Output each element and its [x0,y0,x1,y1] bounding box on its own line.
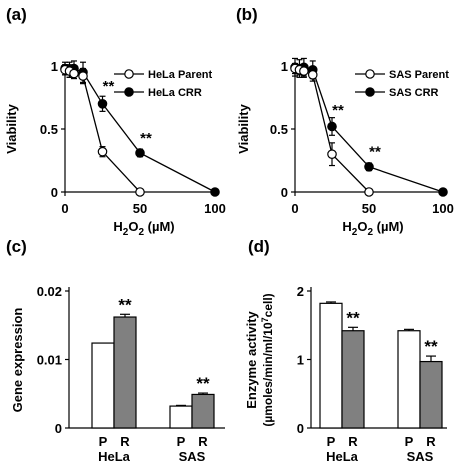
panel-label: (a) [6,5,27,24]
bar [419,360,443,429]
x-axis-label-part: H [113,219,122,234]
group-label: SAS [179,449,206,464]
x-axis-label: H2O2 (µM) [113,219,174,238]
data-point [364,162,374,172]
y-axis-label-part: (µmoles/min/ml/10 [261,322,275,427]
data-point [299,66,309,76]
legend-label: SAS Parent [389,69,449,81]
bar [341,330,365,429]
y-tick-label: 0.02 [37,284,62,299]
panel-label: (d) [248,237,270,256]
bar-label: P [99,434,108,449]
data-point [327,149,337,159]
y-tick-label: 2 [297,284,304,299]
x-axis-label-part: 2 [138,227,144,238]
y-axis-label-part: cell) [261,293,275,317]
data-point [78,71,88,81]
y-axis-label-line1: Enzyme activity [244,310,259,408]
bar-label: P [177,434,186,449]
legend-marker [124,87,134,97]
bar [191,393,215,429]
significance-label: ** [424,337,438,356]
data-point [97,99,108,109]
data-point [97,146,108,157]
y-tick-label: 0.5 [270,122,288,137]
group-label: HeLa [98,449,131,464]
bar [397,330,421,429]
significance-label: ** [332,102,344,119]
x-tick-label: 100 [204,201,226,216]
significance-label: ** [140,130,152,147]
y-axis-label: Viability [236,103,251,153]
legend-marker [124,69,134,79]
x-axis-label-part: O [128,219,138,234]
y-axis-label-line2: (µmoles/min/ml/107cell) [260,293,275,426]
bar-label: R [198,434,208,449]
bar [169,405,193,429]
legend-label: SAS CRR [389,87,439,99]
data-point [307,70,318,80]
significance-label: ** [118,295,132,314]
x-axis-label-part: 2 [123,227,129,238]
bar-label: R [426,434,436,449]
y-axis-label-part: 7 [260,317,270,322]
bar [91,342,115,429]
x-axis-label-part: H [342,219,351,234]
y-axis-label: Gene expression [10,308,25,413]
data-point [364,187,374,197]
x-axis-label-part: 2 [352,227,358,238]
x-axis-label-part: O [357,219,367,234]
y-tick-label: 0 [51,185,58,200]
y-tick-label: 0.01 [37,353,62,368]
legend-marker [365,69,375,79]
data-point [135,148,145,158]
group-label: HeLa [326,449,359,464]
bar-label: R [120,434,130,449]
x-tick-label: 0 [61,201,68,216]
x-tick-label: 50 [362,201,376,216]
data-point [69,68,79,79]
series-line [294,66,444,193]
y-tick-label: 0 [297,421,304,436]
significance-label: ** [346,308,360,327]
bar-label: P [327,434,336,449]
x-axis-label-part: 2 [367,227,373,238]
group-label: SAS [407,449,434,464]
panel-label: (b) [236,5,258,24]
x-tick-label: 50 [133,201,147,216]
data-point [438,187,448,197]
bar [319,302,343,429]
x-tick-label: 100 [432,201,454,216]
significance-label: ** [196,374,210,393]
y-tick-label: 1 [297,353,304,368]
x-axis-label-part: (µM) [373,219,404,234]
significance-label: ** [369,144,381,161]
bar-label: P [405,434,414,449]
bar [113,316,137,429]
significance-label: ** [103,78,115,95]
legend-label: HeLa Parent [148,69,213,81]
y-tick-label: 1 [51,59,58,74]
legend-label: HeLa CRR [148,87,202,99]
data-point [210,187,220,197]
x-axis-label: H2O2 (µM) [342,219,403,238]
bar-label: R [348,434,358,449]
x-axis-label-part: (µM) [144,219,175,234]
data-point [327,121,337,132]
y-tick-label: 0 [55,421,62,436]
y-tick-label: 0 [281,185,288,200]
y-tick-label: 1 [281,59,288,74]
y-tick-label: 0.5 [40,122,58,137]
legend-marker [365,87,375,97]
y-axis-label: Viability [4,103,19,153]
panel-label: (c) [6,237,27,256]
data-point [135,187,145,197]
x-tick-label: 0 [291,201,298,216]
